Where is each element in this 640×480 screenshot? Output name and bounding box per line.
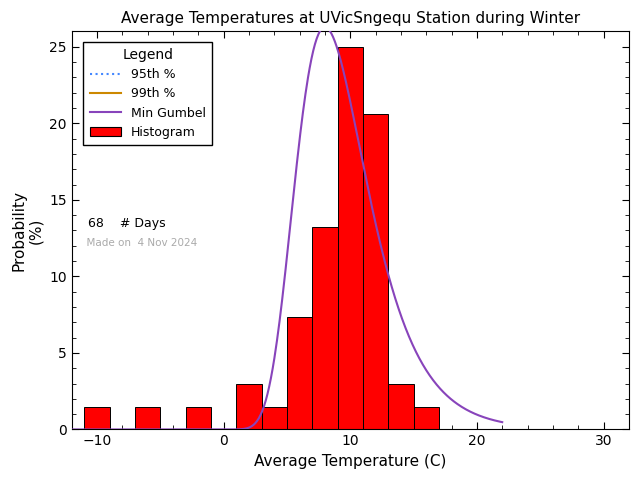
Text: Made on  4 Nov 2024: Made on 4 Nov 2024 xyxy=(80,239,197,249)
X-axis label: Average Temperature (C): Average Temperature (C) xyxy=(254,454,447,469)
Bar xyxy=(262,407,287,430)
Legend: 95th %, 99th %, Min Gumbel, Histogram: 95th %, 99th %, Min Gumbel, Histogram xyxy=(83,42,212,145)
Bar xyxy=(413,407,439,430)
Bar xyxy=(287,317,312,430)
Bar xyxy=(84,407,109,430)
Bar xyxy=(388,384,413,430)
Bar xyxy=(312,227,337,430)
Bar xyxy=(186,407,211,430)
Bar xyxy=(337,47,363,430)
Bar xyxy=(135,407,160,430)
Bar xyxy=(236,384,262,430)
Text: 68    # Days: 68 # Days xyxy=(80,216,166,229)
Bar xyxy=(363,114,388,430)
Y-axis label: Probability
(%): Probability (%) xyxy=(11,190,44,271)
Title: Average Temperatures at UVicSngequ Station during Winter: Average Temperatures at UVicSngequ Stati… xyxy=(121,11,580,26)
